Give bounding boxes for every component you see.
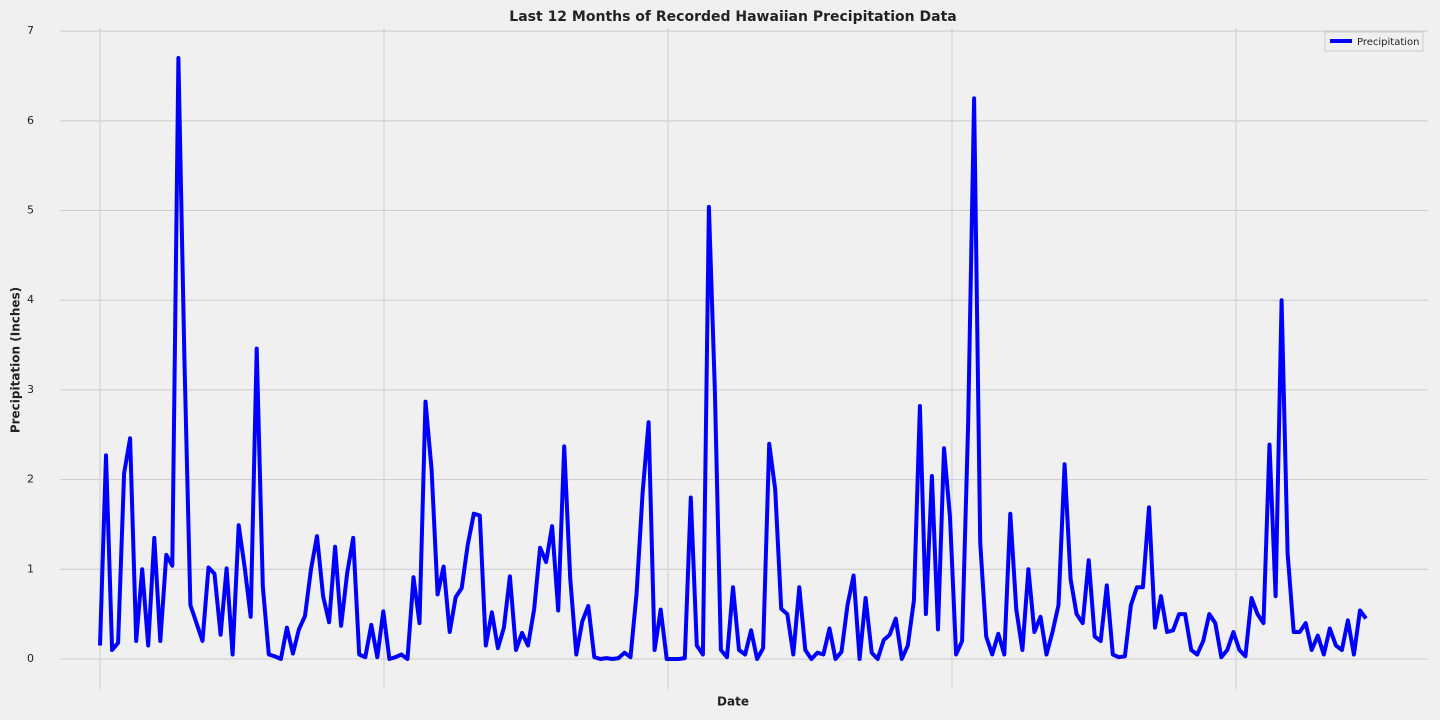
y-tick-label: 4	[27, 293, 34, 306]
y-tick-label: 1	[27, 562, 34, 575]
y-tick-label: 5	[27, 204, 34, 217]
y-axis-label: Precipitation (Inches)	[9, 287, 23, 433]
x-axis-label: Date	[717, 695, 749, 709]
y-tick-label: 2	[27, 473, 34, 486]
legend-label: Precipitation	[1357, 37, 1420, 48]
y-tick-label: 7	[27, 24, 34, 37]
legend-box	[1324, 31, 1424, 52]
legend: Precipitation	[1324, 31, 1424, 52]
data-line	[98, 56, 1368, 661]
y-tick-label: 6	[27, 114, 34, 127]
y-tick-label: 0	[27, 652, 34, 665]
chart-title: Last 12 Months of Recorded Hawaiian Prec…	[509, 9, 956, 25]
y-tick-label: 3	[27, 383, 34, 396]
